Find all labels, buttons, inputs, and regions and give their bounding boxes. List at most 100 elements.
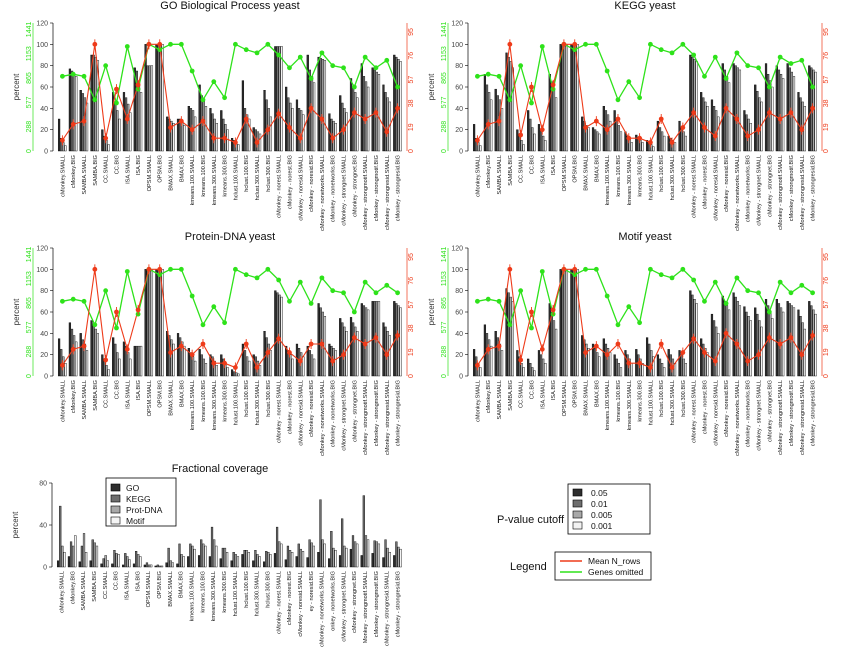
coverage-legend-swatch xyxy=(110,483,121,492)
x-tick-label: cMonkey - strongmotif.SMALL xyxy=(363,155,369,230)
bar xyxy=(166,116,169,152)
x-tick-label: hclust.300.BIG xyxy=(681,380,687,417)
genes-omitted-point xyxy=(92,322,98,328)
bar xyxy=(319,499,322,568)
x-tick-label: cMonkey - norest.SMALL xyxy=(276,571,282,634)
x-tick-label: hclust.100.SMALL xyxy=(233,155,239,200)
x-tick-label: cMonkey.SMALL xyxy=(60,380,66,422)
mean-nrows-point xyxy=(766,110,772,115)
genes-omitted-point xyxy=(788,290,794,296)
x-tick-label: hclust.300.SMALL xyxy=(670,380,676,425)
bar xyxy=(158,565,162,568)
bar xyxy=(91,539,94,568)
bar xyxy=(135,70,138,152)
genes-omitted-point xyxy=(351,309,357,315)
bar xyxy=(656,354,660,377)
bar xyxy=(518,356,521,377)
bar xyxy=(323,60,327,152)
bar xyxy=(334,550,337,568)
mean-nrows-point xyxy=(92,266,98,272)
bar xyxy=(256,554,259,568)
genes-omitted-point xyxy=(583,266,588,272)
x-tick-label: BMAX.SMALL xyxy=(584,155,590,191)
bar xyxy=(139,556,142,568)
bar xyxy=(572,44,575,152)
x-tick-label: hclust.100.SMALL xyxy=(233,571,239,616)
bar xyxy=(695,61,698,152)
mean-nrows-point xyxy=(254,365,260,370)
y-tick-label: 40 xyxy=(39,523,47,530)
bar xyxy=(102,558,105,568)
bar xyxy=(306,345,309,377)
bar xyxy=(223,547,227,568)
genes-omitted-point xyxy=(475,73,480,79)
y-tick-label: 80 xyxy=(455,63,463,70)
bar xyxy=(630,363,633,377)
bar xyxy=(297,108,301,152)
x-tick-label: cMonkey - strongnet.BIG xyxy=(767,155,773,217)
bar xyxy=(678,350,681,377)
left-tick-label-green: 288 xyxy=(26,346,33,358)
bar xyxy=(745,311,748,377)
bar xyxy=(397,546,400,568)
mean-nrows-point xyxy=(572,41,578,47)
x-tick-label: cMonkey - norest.BIG xyxy=(287,571,293,625)
bar xyxy=(712,105,716,152)
bar xyxy=(539,354,543,377)
bar xyxy=(663,367,666,377)
mean-nrows-point xyxy=(475,362,480,368)
mean-nrows-point xyxy=(287,125,292,130)
bar xyxy=(377,543,381,568)
genes-omitted-point xyxy=(648,41,653,47)
bar xyxy=(738,305,742,377)
x-tick-label: cMonkey - norest.SMALL xyxy=(692,155,698,218)
bar xyxy=(505,52,508,152)
left-tick-label-green: 577 xyxy=(26,96,33,108)
genes-omitted-point xyxy=(723,76,729,81)
bar xyxy=(241,554,244,568)
genes-omitted-point xyxy=(572,47,578,53)
bar xyxy=(59,505,62,568)
mean-nrows-legend-label: Mean N_rows xyxy=(588,556,640,566)
y-tick-label: 60 xyxy=(40,85,48,92)
genes-omitted-point xyxy=(745,288,751,294)
bar xyxy=(769,311,772,377)
mean-nrows-point xyxy=(680,125,686,130)
bar xyxy=(265,551,268,568)
bar xyxy=(172,123,175,152)
genes-omitted-point xyxy=(810,84,815,90)
genes-omitted-point xyxy=(92,97,98,103)
right-tick-label-red: 95 xyxy=(408,28,415,36)
bar xyxy=(496,337,499,377)
panel-title: GO Biological Process yeast xyxy=(160,0,299,12)
bar xyxy=(624,131,627,152)
genes-omitted-point xyxy=(475,298,480,304)
bar xyxy=(362,495,365,568)
genes-omitted-point xyxy=(168,41,173,47)
mean-nrows-point xyxy=(593,343,599,349)
bar xyxy=(155,269,158,377)
panel-title: Motif yeast xyxy=(618,231,671,243)
bar xyxy=(124,97,128,152)
x-tick-label: cMonkey - strongmotif.SMALL xyxy=(363,380,369,455)
genes-omitted-point xyxy=(766,84,772,90)
bar xyxy=(345,331,348,377)
bar xyxy=(548,73,551,152)
mean-nrows-point xyxy=(362,116,368,122)
bar xyxy=(527,110,530,152)
bar xyxy=(797,92,800,152)
mean-nrows-point xyxy=(243,341,249,347)
mean-nrows-point xyxy=(745,133,751,139)
bar xyxy=(330,531,333,568)
genes-omitted-point xyxy=(157,47,163,53)
bar xyxy=(117,554,120,568)
mean-nrows-point xyxy=(168,350,173,355)
mean-nrows-point xyxy=(529,84,534,90)
mean-nrows-point xyxy=(604,352,610,358)
coverage-legend-label: Motif xyxy=(126,516,145,526)
bar xyxy=(328,558,331,568)
bar xyxy=(552,320,556,377)
x-tick-label: hclust.100.BIG xyxy=(659,380,665,417)
y-tick-label: 100 xyxy=(451,267,463,274)
bar xyxy=(252,560,255,568)
